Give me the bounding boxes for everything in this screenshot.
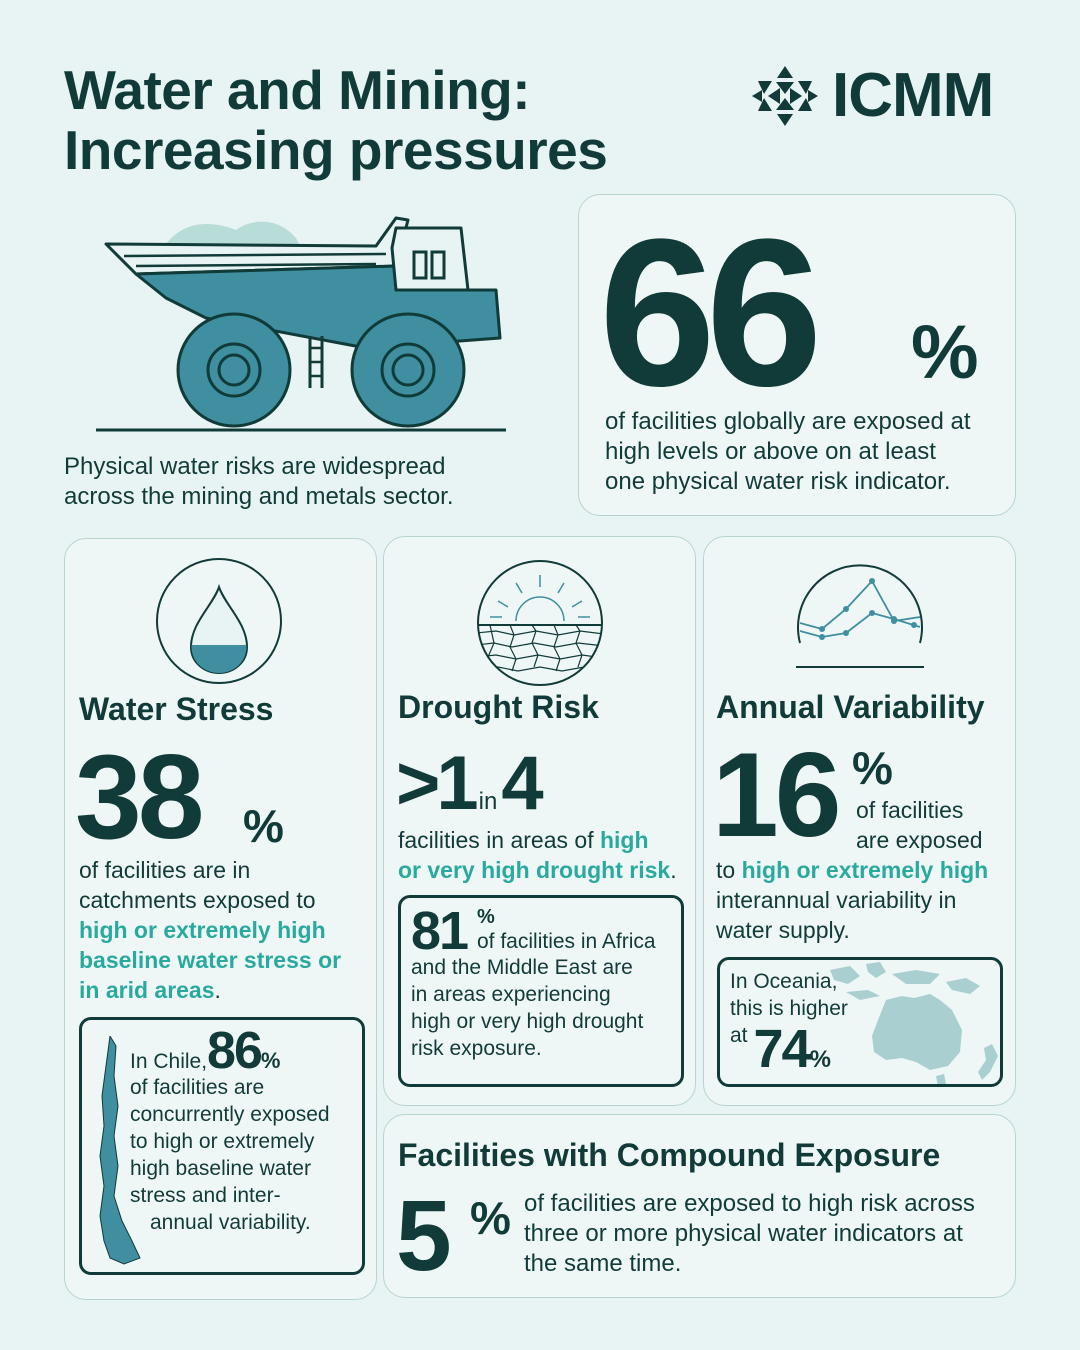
compound-exposure-card: Facilities with Compound Exposure 5 % of… bbox=[383, 1114, 1016, 1298]
chile-map-icon bbox=[99, 1036, 141, 1265]
variability-side-1: of facilities bbox=[856, 797, 964, 823]
chile-line-6: annual variability. bbox=[150, 1211, 311, 1234]
water-drop-icon bbox=[156, 558, 282, 684]
chile-value: 86 bbox=[207, 1022, 263, 1080]
variability-highlight-1: high or extremely high bbox=[741, 857, 989, 883]
variability-side-2: are exposed bbox=[856, 827, 983, 853]
title-line-1: Water and Mining: bbox=[64, 59, 531, 121]
drought-ratio: >1 in4 bbox=[396, 746, 544, 822]
compound-title: Facilities with Compound Exposure bbox=[398, 1137, 941, 1173]
headline-desc-line-1: of facilities globally are exposed at bbox=[605, 408, 971, 435]
africa-value: 81 bbox=[411, 901, 469, 961]
drought-value-b: 4 bbox=[501, 741, 543, 826]
chile-line-1: of facilities are bbox=[130, 1076, 265, 1099]
water-stress-description: of facilities are in catchments exposed … bbox=[79, 855, 369, 1005]
annual-variability-card: Annual Variability 16 % of facilities ar… bbox=[703, 536, 1016, 1106]
ws-highlight-3-row: in arid areas. bbox=[79, 975, 369, 1005]
variability-to-word: to bbox=[716, 857, 736, 883]
chile-text: In Chile,86% of facilities are concurren… bbox=[130, 1025, 366, 1236]
variability-percent: % bbox=[852, 742, 893, 794]
ws-highlight-3-end: . bbox=[214, 977, 221, 1003]
compound-value: 5 bbox=[396, 1180, 452, 1292]
oceania-line-1: In Oceania, bbox=[730, 970, 838, 993]
intro-line-2: across the mining and metals sector. bbox=[64, 483, 454, 510]
drought-description: facilities in areas of high or very high… bbox=[398, 825, 694, 885]
line-chart-icon bbox=[796, 564, 924, 668]
compound-description: of facilities are exposed to high risk a… bbox=[524, 1189, 1014, 1279]
sun-cracked-earth-icon bbox=[477, 560, 603, 686]
variability-title: Annual Variability bbox=[716, 689, 985, 725]
oceania-line-2: this is higher bbox=[730, 997, 848, 1020]
variability-line-2: water supply. bbox=[716, 917, 850, 943]
drought-highlight-2-end: . bbox=[670, 857, 677, 883]
oceania-value-row: at 74% bbox=[730, 1022, 930, 1076]
oceania-at-word: at bbox=[730, 1024, 748, 1047]
chile-callout-box: In Chile,86% of facilities are concurren… bbox=[79, 1017, 365, 1275]
icmm-snowflake-icon bbox=[752, 66, 818, 126]
drought-highlight-2: or very high drought risk bbox=[398, 857, 671, 883]
africa-text: 81 % of facilities in Africa and the Mid… bbox=[411, 904, 685, 1062]
oceania-percent: % bbox=[809, 1046, 831, 1073]
drought-line-1: facilities in areas of bbox=[398, 827, 594, 853]
oceania-callout-box: In Oceania, this is higher at 74% bbox=[717, 957, 1003, 1087]
africa-line-2: and the Middle East are bbox=[411, 956, 633, 979]
chile-prefix: In Chile, bbox=[130, 1050, 208, 1073]
africa-header-row: 81 % of facilities in Africa bbox=[411, 904, 685, 958]
headline-stat-description: of facilities globally are exposed at hi… bbox=[605, 407, 1005, 497]
chile-line-2: concurrently exposed bbox=[130, 1103, 330, 1126]
drought-risk-card: Drought Risk >1 in4 facilities in areas o… bbox=[383, 536, 696, 1106]
africa-line-3: in areas experiencing bbox=[411, 983, 611, 1006]
oceania-value: 74 bbox=[753, 1019, 812, 1079]
compound-line-2: three or more physical water indicators … bbox=[524, 1220, 963, 1247]
chile-line-3: to high or extremely bbox=[130, 1130, 315, 1153]
headline-stat-value: 66 bbox=[599, 195, 823, 430]
water-stress-title: Water Stress bbox=[79, 691, 274, 727]
africa-line-4: high or very high drought bbox=[411, 1010, 644, 1033]
ws-highlight-1: high or extremely high bbox=[79, 917, 326, 943]
compound-percent: % bbox=[470, 1192, 511, 1244]
oceania-text: In Oceania, this is higher at 74% bbox=[730, 968, 930, 1076]
page-title: Water and Mining: Increasing pressures bbox=[64, 59, 608, 181]
headline-stat-card: 66 % of facilities globally are exposed … bbox=[578, 194, 1016, 516]
variability-line-1: interannual variability in bbox=[716, 887, 957, 913]
africa-callout-box: 81 % of facilities in Africa and the Mid… bbox=[398, 895, 684, 1087]
ws-highlight-2: baseline water stress or bbox=[79, 947, 342, 973]
headline-desc-line-2: high levels or above on at least bbox=[605, 438, 936, 465]
intro-line-1: Physical water risks are widespread bbox=[64, 453, 446, 480]
title-line-2: Increasing pressures bbox=[64, 119, 608, 181]
drought-highlight-1: high bbox=[599, 827, 649, 853]
variability-description: to high or extremely high interannual va… bbox=[716, 855, 1014, 945]
compound-line-3: the same time. bbox=[524, 1250, 682, 1277]
chile-header-row: In Chile,86% bbox=[130, 1025, 366, 1077]
africa-line-1: of facilities in Africa bbox=[477, 930, 656, 953]
africa-percent: % bbox=[477, 906, 495, 928]
drought-title: Drought Risk bbox=[398, 689, 599, 725]
chile-line-4: high baseline water bbox=[130, 1157, 311, 1180]
ws-line-1: of facilities are in bbox=[79, 857, 251, 883]
drought-in-word: in bbox=[478, 788, 498, 815]
water-stress-percent: % bbox=[243, 800, 284, 852]
logo-text: ICMM bbox=[832, 61, 994, 130]
mining-truck-illustration bbox=[96, 216, 506, 432]
ws-line-2: catchments exposed to bbox=[79, 887, 316, 913]
chile-line-5: stress and inter- bbox=[130, 1184, 281, 1207]
water-stress-value: 38 bbox=[75, 730, 204, 864]
intro-text: Physical water risks are widespread acro… bbox=[64, 452, 564, 512]
drought-value-a: >1 bbox=[396, 741, 479, 826]
headline-stat-percent: % bbox=[911, 310, 979, 395]
variability-side-text: of facilities are exposed bbox=[856, 795, 983, 855]
chile-percent: % bbox=[260, 1048, 281, 1073]
variability-value: 16 bbox=[712, 728, 841, 862]
water-stress-card: Water Stress 38 % of facilities are in c… bbox=[64, 538, 377, 1300]
ws-highlight-3: in arid areas bbox=[79, 977, 215, 1003]
africa-line-5: risk exposure. bbox=[411, 1037, 542, 1060]
icmm-logo: ICMM bbox=[752, 64, 1022, 128]
compound-line-1: of facilities are exposed to high risk a… bbox=[524, 1190, 975, 1217]
oceania-map-icon bbox=[830, 962, 998, 1084]
headline-desc-line-3: one physical water risk indicator. bbox=[605, 468, 951, 495]
